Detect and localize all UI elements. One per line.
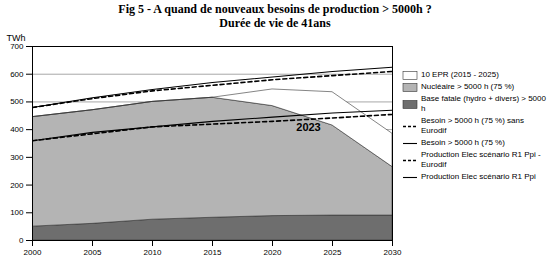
svg-text:700: 700: [10, 42, 24, 51]
svg-text:2030: 2030: [384, 248, 402, 257]
svg-text:0: 0: [19, 236, 24, 245]
html-text:Durée de vie de 41ans: Durée de vie de 41ans: [219, 16, 331, 30]
html-text:Production Elec scénario R1 Pp: Production Elec scénario R1 Ppi - Eurodi…: [421, 150, 541, 169]
svg-text:300: 300: [10, 153, 24, 162]
svg-text:100: 100: [10, 208, 24, 217]
html-text:Besoin > 5000 h (75 %): Besoin > 5000 h (75 %): [421, 138, 505, 147]
svg-text:2010: 2010: [144, 248, 162, 257]
svg-text:2025: 2025: [324, 248, 342, 257]
html-text:Nucléaire > 5000 h (75 %): Nucléaire > 5000 h (75 %): [421, 82, 515, 91]
html-text:Besoin > 5000 h (75 %) sans Eu: Besoin > 5000 h (75 %) sans Eurodif: [421, 116, 524, 135]
svg-text:2000: 2000: [24, 248, 42, 257]
svg-text:2023: 2023: [296, 121, 320, 133]
html-text:Production Elec scénario R1 Pp: Production Elec scénario R1 Ppi: [421, 172, 536, 181]
svg-text:2020: 2020: [264, 248, 282, 257]
html-text:Base fatale (hydro + divers) >: Base fatale (hydro + divers) > 5000 h: [421, 94, 546, 113]
svg-text:600: 600: [10, 70, 24, 79]
svg-text:TWh: TWh: [7, 33, 26, 43]
svg-text:2005: 2005: [84, 248, 102, 257]
svg-text:200: 200: [10, 181, 24, 190]
html-text:10 EPR (2015 - 2025): 10 EPR (2015 - 2025): [421, 70, 499, 79]
svg-text:2015: 2015: [204, 248, 222, 257]
svg-text:400: 400: [10, 125, 24, 134]
html-text:Fig 5 - A quand de nouveaux be: Fig 5 - A quand de nouveaux besoins de p…: [118, 2, 432, 16]
svg-text:500: 500: [10, 97, 24, 106]
